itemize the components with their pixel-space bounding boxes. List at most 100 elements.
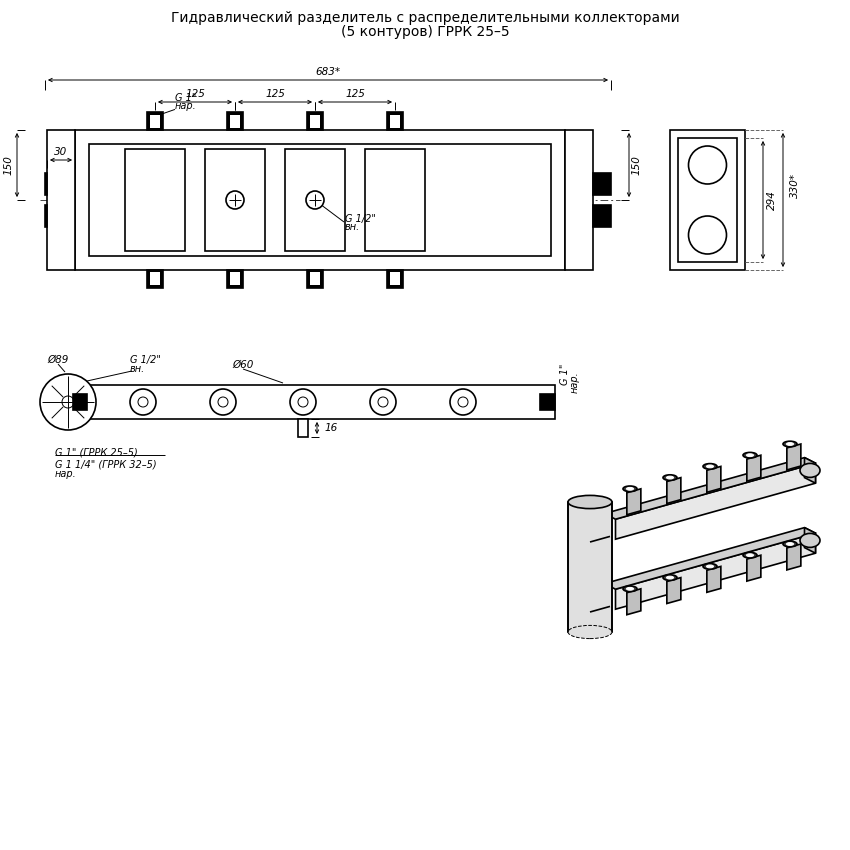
Circle shape xyxy=(370,389,396,415)
Ellipse shape xyxy=(800,463,820,478)
Polygon shape xyxy=(787,444,801,470)
Bar xyxy=(73,394,87,410)
Text: G 1": G 1" xyxy=(175,94,196,104)
Bar xyxy=(387,270,403,287)
Ellipse shape xyxy=(666,476,673,479)
Polygon shape xyxy=(787,544,801,570)
Bar xyxy=(678,138,737,262)
Polygon shape xyxy=(615,533,815,609)
Text: 30: 30 xyxy=(54,147,68,157)
Text: 125: 125 xyxy=(265,89,285,99)
Polygon shape xyxy=(667,478,681,503)
Polygon shape xyxy=(707,467,721,492)
Text: 330*: 330* xyxy=(790,173,800,197)
Text: вн.: вн. xyxy=(345,222,360,232)
Circle shape xyxy=(306,191,324,209)
Ellipse shape xyxy=(786,443,794,445)
Circle shape xyxy=(290,389,316,415)
Text: нар.: нар. xyxy=(175,101,196,111)
Text: 16: 16 xyxy=(325,423,338,433)
Bar xyxy=(310,272,320,285)
Bar xyxy=(593,173,611,195)
Bar xyxy=(298,419,308,437)
Bar xyxy=(47,130,75,270)
Text: 125: 125 xyxy=(345,89,365,99)
Text: 150: 150 xyxy=(632,155,642,175)
Bar xyxy=(307,112,323,130)
Polygon shape xyxy=(804,457,815,483)
Polygon shape xyxy=(747,555,761,581)
Circle shape xyxy=(138,397,148,407)
Text: 125: 125 xyxy=(185,89,205,99)
Polygon shape xyxy=(604,457,815,519)
Ellipse shape xyxy=(626,587,633,590)
Text: Ø60: Ø60 xyxy=(232,360,253,370)
Bar xyxy=(310,116,320,128)
Bar xyxy=(205,149,265,251)
Circle shape xyxy=(450,389,476,415)
Text: G 1": G 1" xyxy=(560,363,570,385)
Bar xyxy=(230,116,240,128)
Bar xyxy=(365,149,425,251)
Ellipse shape xyxy=(786,542,794,546)
Ellipse shape xyxy=(743,452,757,458)
Text: 683*: 683* xyxy=(315,67,341,77)
Bar xyxy=(285,149,345,251)
Polygon shape xyxy=(707,566,721,592)
Ellipse shape xyxy=(746,554,753,557)
Bar xyxy=(89,144,551,256)
Text: G 1 1/4" (ГРРК 32–5): G 1 1/4" (ГРРК 32–5) xyxy=(55,459,156,469)
Ellipse shape xyxy=(623,586,637,592)
Ellipse shape xyxy=(666,576,673,579)
Circle shape xyxy=(210,389,236,415)
Bar xyxy=(147,112,163,130)
Circle shape xyxy=(226,191,244,209)
Polygon shape xyxy=(615,463,815,539)
Bar xyxy=(45,173,47,195)
Bar xyxy=(227,112,243,130)
Bar xyxy=(230,272,240,285)
Circle shape xyxy=(40,374,96,430)
Ellipse shape xyxy=(703,564,717,570)
Bar xyxy=(568,502,612,632)
Circle shape xyxy=(458,397,468,407)
Text: 150: 150 xyxy=(4,155,14,175)
Bar xyxy=(565,130,593,270)
Bar xyxy=(227,270,243,287)
Polygon shape xyxy=(747,456,761,481)
Bar xyxy=(593,205,611,227)
Ellipse shape xyxy=(626,487,633,490)
Ellipse shape xyxy=(703,463,717,469)
Circle shape xyxy=(298,397,308,407)
Polygon shape xyxy=(604,528,815,589)
Text: 294: 294 xyxy=(767,190,777,210)
Polygon shape xyxy=(626,489,641,515)
Text: (5 контуров) ГРРК 25–5: (5 контуров) ГРРК 25–5 xyxy=(341,25,509,39)
Circle shape xyxy=(218,397,228,407)
Polygon shape xyxy=(667,578,681,603)
Bar xyxy=(73,385,555,419)
Bar xyxy=(390,116,400,128)
Bar xyxy=(150,272,160,285)
Ellipse shape xyxy=(663,475,677,480)
Ellipse shape xyxy=(746,454,753,456)
Bar xyxy=(125,149,185,251)
Ellipse shape xyxy=(706,565,713,568)
Bar xyxy=(390,272,400,285)
Ellipse shape xyxy=(783,441,797,447)
Ellipse shape xyxy=(568,496,612,508)
Text: вн.: вн. xyxy=(130,364,145,374)
Circle shape xyxy=(130,389,156,415)
Circle shape xyxy=(62,396,74,408)
Text: нар.: нар. xyxy=(55,469,76,479)
Text: G 1/2": G 1/2" xyxy=(130,355,161,365)
Bar xyxy=(150,116,160,128)
Ellipse shape xyxy=(568,626,612,638)
Bar xyxy=(307,270,323,287)
Circle shape xyxy=(688,146,727,184)
Text: G 1" (ГРРК 25–5): G 1" (ГРРК 25–5) xyxy=(55,447,138,457)
Bar xyxy=(670,130,745,270)
Polygon shape xyxy=(626,589,641,615)
Ellipse shape xyxy=(663,575,677,581)
Bar xyxy=(540,394,555,410)
